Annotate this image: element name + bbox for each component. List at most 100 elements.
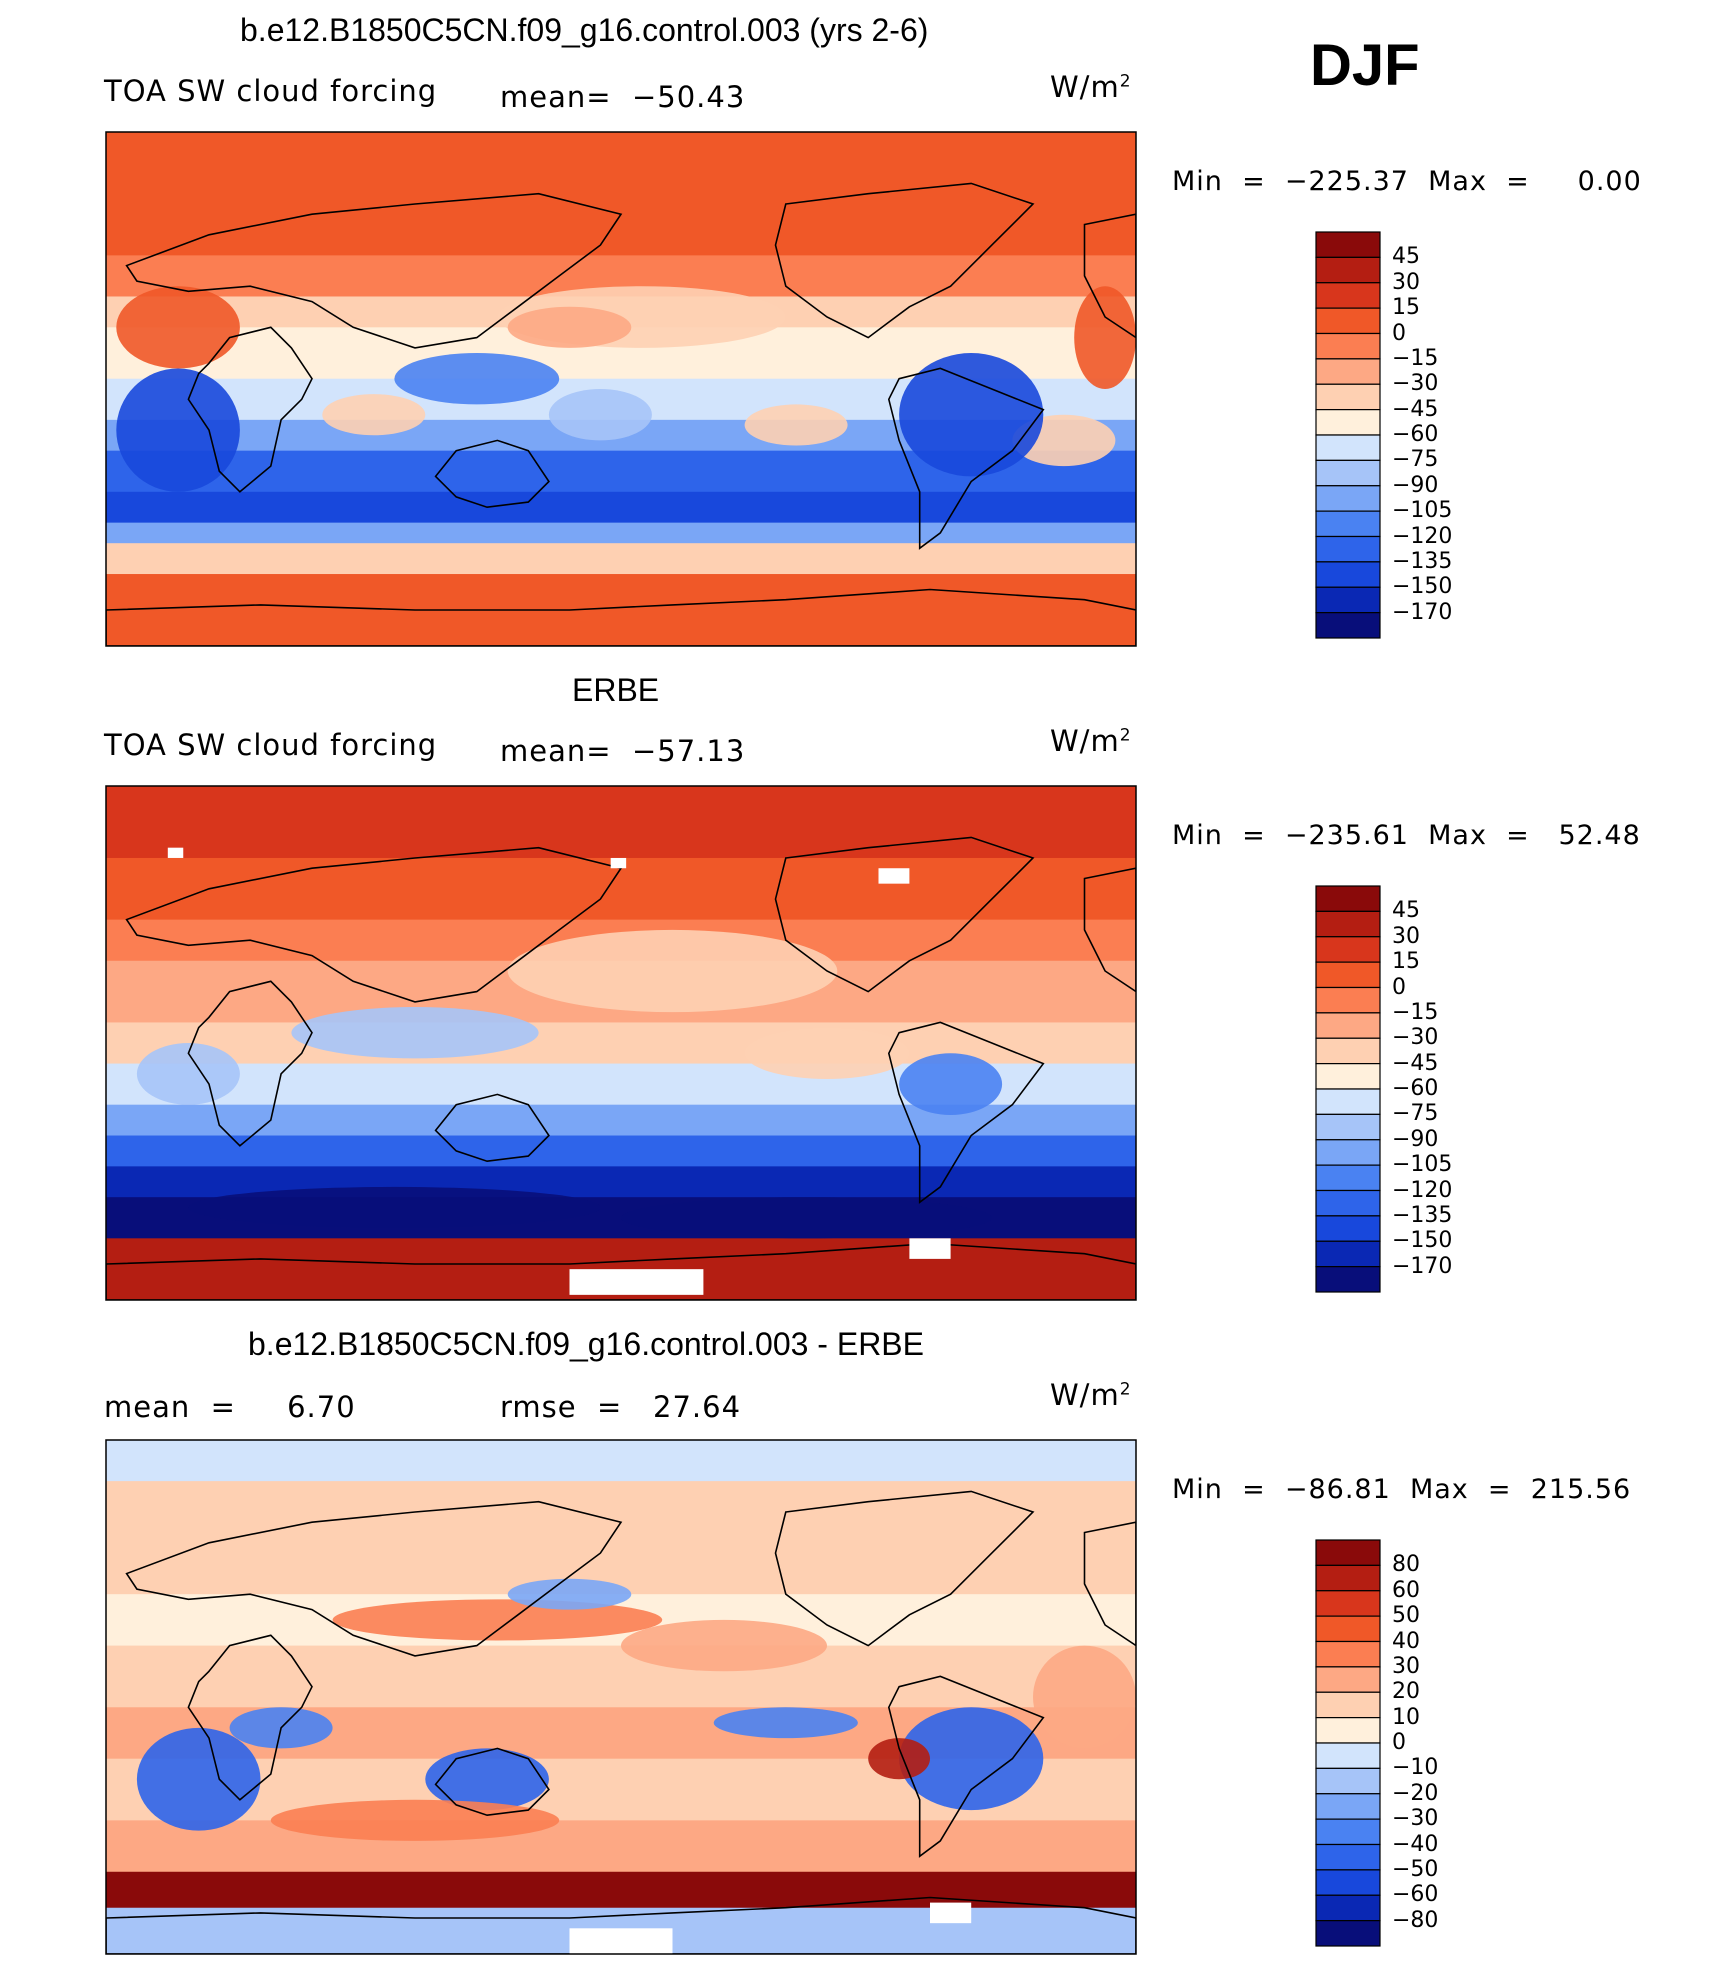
colorbar-tick-label: 0 (1392, 974, 1406, 1000)
contour-band (106, 1022, 1136, 1065)
contour-region (899, 1707, 1044, 1811)
colorbar-box (1315, 586, 1381, 614)
colorbar-box (1315, 961, 1381, 989)
map-frame-3 (105, 1439, 1137, 1955)
contour-band (106, 1440, 1136, 1483)
colorbar-box (1315, 282, 1381, 309)
coastline (887, 1675, 1045, 1858)
coastline (434, 1093, 550, 1163)
colorbar-box (1315, 1742, 1381, 1769)
panel-1-title: b.e12.B1850C5CN.f09_g16.control.003 (yrs… (240, 12, 929, 48)
contour-region (713, 1707, 858, 1739)
contour-band (106, 522, 1136, 545)
colorbar-box (1315, 1640, 1381, 1668)
colorbar-box (1315, 1037, 1381, 1065)
coastline (1083, 1521, 1136, 1647)
colorbar-box (1315, 1615, 1381, 1643)
colorbar-box (1315, 612, 1381, 639)
colorbar-box (1315, 459, 1381, 487)
contour-band (106, 1645, 1136, 1709)
colorbar-box (1315, 1793, 1381, 1820)
colorbar-tick-label: 30 (1392, 1653, 1420, 1679)
contour-region (322, 394, 426, 436)
colorbar-box (1315, 510, 1381, 538)
colorbar-tick-label: 0 (1392, 1730, 1406, 1755)
season-label: DJF (1310, 33, 1420, 98)
colorbar-tick-label: −135 (1392, 548, 1453, 574)
colorbar-box (1315, 383, 1381, 411)
contour-region (507, 929, 838, 1013)
contour-region (394, 353, 560, 405)
colorbar-tick-label: 45 (1392, 898, 1420, 924)
map-frame-1 (105, 131, 1137, 647)
colorbar-box (1315, 1012, 1381, 1039)
map-panel-3 (106, 1440, 1136, 1954)
colorbar-tick-label: −105 (1392, 498, 1453, 524)
coastline (106, 1242, 1136, 1300)
coastline (187, 1634, 313, 1801)
contour-region (136, 1727, 261, 1831)
contour-region (744, 404, 848, 446)
colorbar-box (1315, 231, 1381, 258)
colorbar-box (1315, 1113, 1381, 1141)
coastline (1083, 213, 1136, 339)
coastline (774, 182, 1035, 339)
colorbar-box (1315, 1920, 1381, 1947)
colorbar-tick-label: −75 (1392, 1101, 1439, 1127)
contour-region (1033, 1645, 1136, 1749)
colorbar-box (1315, 1767, 1381, 1795)
colorbar-box (1315, 434, 1381, 461)
contour-region (425, 1748, 549, 1811)
coastline (106, 1896, 1136, 1954)
panel-1-units: W/m2 (1050, 70, 1132, 104)
contour-region (188, 1186, 601, 1229)
contour-region (868, 1738, 930, 1780)
colorbar-tick-label: −135 (1392, 1202, 1453, 1228)
colorbar-tick-label: −80 (1392, 1907, 1439, 1933)
contour-band (106, 1135, 1136, 1168)
contour-band (106, 1820, 1136, 1873)
colorbar-tick-label: −120 (1392, 523, 1453, 549)
contour-region (332, 1599, 663, 1641)
colorbar-tick-label: −30 (1392, 1806, 1439, 1832)
colorbar-tick-label: −50 (1392, 1856, 1439, 1882)
colorbar-tick-label: 50 (1392, 1603, 1420, 1629)
colorbar-box (1315, 358, 1381, 385)
missing-data-patch (167, 847, 184, 858)
contour-region (270, 1799, 560, 1841)
colorbar-box (1315, 1869, 1381, 1896)
coastline (887, 367, 1045, 550)
colorbar-tick-label: −15 (1392, 345, 1439, 371)
coastline (125, 192, 623, 349)
colorbar-tick-label: −150 (1392, 574, 1453, 600)
panel-1-mean-label: mean= −50.43 (500, 80, 746, 114)
panel-2-variable-label: TOA SW cloud forcing (104, 728, 438, 762)
colorbar-box (1315, 1139, 1381, 1166)
colorbar-box (1315, 1691, 1381, 1719)
colorbar-tick-label: −150 (1392, 1228, 1453, 1254)
colorbar-tick-label: 10 (1392, 1704, 1420, 1730)
panel-3-minmax: Min = −86.81 Max = 215.56 (1172, 1474, 1632, 1505)
contour-region (136, 1043, 240, 1105)
contour-region (548, 389, 652, 441)
colorbar-tick-label: −45 (1392, 396, 1439, 422)
colorbar-box (1315, 1564, 1381, 1592)
panel-2-title: ERBE (572, 672, 660, 708)
colorbar-box (1315, 1539, 1381, 1566)
panel-3-mean-label: mean = 6.70 (104, 1390, 356, 1424)
contour-region (621, 1197, 992, 1239)
coastline (1083, 867, 1136, 993)
colorbar-tick-label: −10 (1392, 1755, 1439, 1781)
map-frame-2 (105, 785, 1137, 1301)
colorbar-tick-label: −60 (1392, 1882, 1439, 1908)
colorbar-tick-label: −45 (1392, 1050, 1439, 1076)
contour-region (116, 368, 240, 492)
contour-band (106, 132, 1136, 257)
colorbar-box (1315, 409, 1381, 436)
contour-band (106, 786, 1136, 859)
colorbar-box (1315, 1189, 1381, 1217)
colorbar-tick-label: 80 (1392, 1552, 1420, 1578)
panel-3-title: b.e12.B1850C5CN.f09_g16.control.003 - ER… (248, 1326, 924, 1362)
coastline (106, 588, 1136, 646)
